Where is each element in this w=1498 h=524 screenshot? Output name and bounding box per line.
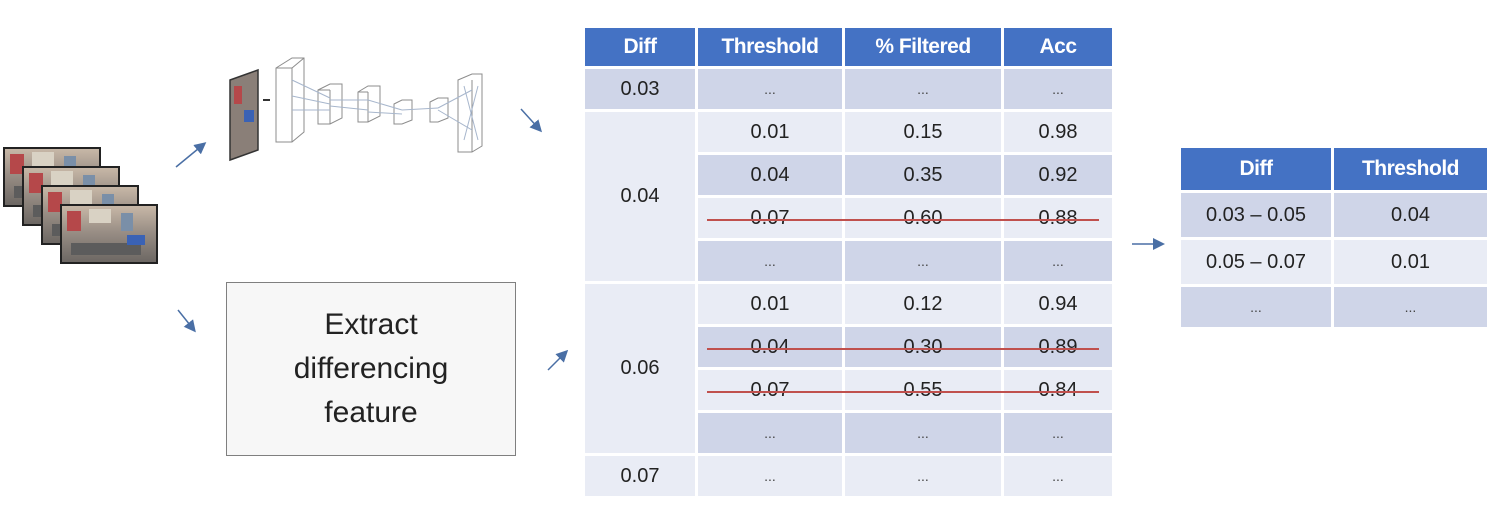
acc-cell: ... xyxy=(1004,413,1112,453)
arrow-feature-to-table xyxy=(547,349,569,371)
result-diff-cell: ... xyxy=(1181,287,1331,327)
filtered-cell: 0.30 xyxy=(845,327,1001,367)
arrow-to-cnn xyxy=(175,142,207,168)
acc-cell: ... xyxy=(1004,456,1112,496)
threshold-cell: ... xyxy=(698,456,842,496)
video-frames-icon xyxy=(3,147,158,264)
profile-header-0: Diff xyxy=(585,28,695,66)
acc-cell: ... xyxy=(1004,69,1112,109)
result-threshold-cell: 0.01 xyxy=(1334,240,1487,284)
profile-header-2: % Filtered xyxy=(845,28,1001,66)
arrow-to-feature xyxy=(177,309,196,333)
threshold-cell: ... xyxy=(698,69,842,109)
profile-table: Diff Threshold% Filtered Acc 0.03......... 0… xyxy=(585,28,1112,496)
acc-cell: 0.94 xyxy=(1004,284,1112,324)
threshold-cell: 0.04 xyxy=(698,327,842,367)
threshold-cell: 0.07 xyxy=(698,370,842,410)
threshold-cell: 0.04 xyxy=(698,155,842,195)
filtered-cell: ... xyxy=(845,69,1001,109)
filtered-cell: ... xyxy=(845,241,1001,281)
result-diff-cell: 0.03 – 0.05 xyxy=(1181,193,1331,237)
result-diff-cell: 0.05 – 0.07 xyxy=(1181,240,1331,284)
cnn-network-icon xyxy=(229,57,483,162)
result-threshold-cell: 0.04 xyxy=(1334,193,1487,237)
extract-feature-box: Extract differencing feature xyxy=(226,282,516,456)
filtered-cell: 0.60 xyxy=(845,198,1001,238)
strike-through-line xyxy=(707,219,1099,221)
threshold-cell: 0.01 xyxy=(698,112,842,152)
filtered-cell: ... xyxy=(845,413,1001,453)
acc-cell: ... xyxy=(1004,241,1112,281)
filtered-cell: 0.15 xyxy=(845,112,1001,152)
diff-group-cell: 0.07 xyxy=(585,456,695,496)
filtered-cell: 0.35 xyxy=(845,155,1001,195)
extract-feature-label: Extract differencing feature xyxy=(293,308,449,429)
result-table: Diff Threshold 0.03 – 0.05 0.04 0.05 – 0.07 0… xyxy=(1181,148,1487,327)
strike-through-line xyxy=(707,391,1099,393)
acc-cell: 0.92 xyxy=(1004,155,1112,195)
diff-group-cell: 0.04 xyxy=(585,112,695,281)
result-header-1: Threshold xyxy=(1334,148,1487,190)
acc-cell: 0.89 xyxy=(1004,327,1112,367)
arrow-cnn-to-table xyxy=(520,108,543,133)
profile-header-1: Threshold xyxy=(698,28,842,66)
strike-through-line xyxy=(707,348,1099,350)
profile-header-3: Acc xyxy=(1004,28,1112,66)
acc-cell: 0.98 xyxy=(1004,112,1112,152)
filtered-cell: 0.55 xyxy=(845,370,1001,410)
diff-group-cell: 0.06 xyxy=(585,284,695,453)
result-header-0: Diff xyxy=(1181,148,1331,190)
filtered-cell: ... xyxy=(845,456,1001,496)
acc-cell: 0.84 xyxy=(1004,370,1112,410)
threshold-cell: 0.07 xyxy=(698,198,842,238)
diff-group-cell: 0.03 xyxy=(585,69,695,109)
result-threshold-cell: ... xyxy=(1334,287,1487,327)
threshold-cell: ... xyxy=(698,413,842,453)
threshold-cell: ... xyxy=(698,241,842,281)
acc-cell: 0.88 xyxy=(1004,198,1112,238)
filtered-cell: 0.12 xyxy=(845,284,1001,324)
threshold-cell: 0.01 xyxy=(698,284,842,324)
